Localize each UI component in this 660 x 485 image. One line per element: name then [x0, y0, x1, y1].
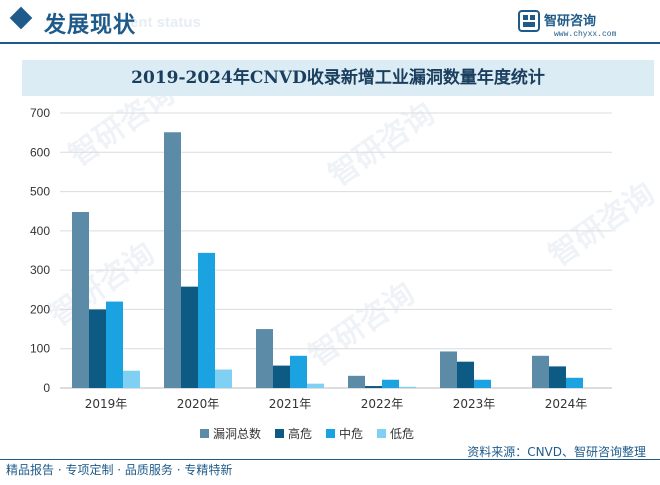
bar-中危-2021年 [290, 355, 307, 388]
legend-item: 漏洞总数 [200, 425, 261, 442]
legend-swatch [377, 428, 387, 438]
bar-中危-2024年 [566, 377, 583, 388]
data-source: 资料来源：CNVD、智研咨询整理 [467, 445, 646, 459]
logo-url: www.chyxx.com [554, 30, 617, 39]
footer-slogan: 精品报告 · 专项定制 · 品质服务 · 专精特新 [6, 463, 233, 477]
legend-item: 低危 [377, 425, 414, 442]
y-tick-label: 400 [30, 224, 50, 238]
bar-高危-2024年 [549, 366, 566, 388]
x-tick-label: 2023年 [453, 397, 496, 411]
bar-中危-2023年 [474, 379, 491, 388]
x-tick-label: 2021年 [269, 397, 312, 411]
logo-icon [518, 10, 540, 32]
legend-label: 低危 [390, 426, 415, 441]
chart-title: 2019-2024年CNVD收录新增工业漏洞数量年度统计 [131, 68, 545, 88]
bar-漏洞总数-2019年 [72, 212, 89, 388]
x-tick-label: 2022年 [361, 397, 404, 411]
legend-swatch [326, 428, 336, 438]
legend-label: 中危 [339, 426, 364, 441]
legend-item: 高危 [275, 425, 312, 442]
header-divider [0, 42, 660, 44]
bar-高危-2022年 [365, 386, 382, 388]
y-tick-label: 100 [30, 342, 50, 356]
page-title: 发展现状 [44, 13, 137, 38]
bar-低危-2019年 [123, 370, 140, 388]
legend-item: 中危 [326, 425, 363, 442]
bar-中危-2020年 [198, 252, 215, 388]
bar-低危-2022年 [399, 386, 416, 388]
bar-漏洞总数-2023年 [440, 351, 457, 388]
legend-swatch [200, 428, 209, 438]
chart-title-band: 2019-2024年CNVD收录新增工业漏洞数量年度统计 [22, 60, 654, 96]
legend-label: 高危 [288, 426, 313, 441]
bar-中危-2019年 [106, 301, 123, 388]
y-tick-label: 500 [30, 185, 50, 199]
y-tick-label: 0 [43, 381, 50, 395]
bar-高危-2020年 [181, 286, 198, 388]
footer-divider [0, 459, 660, 460]
bar-漏洞总数-2022年 [348, 375, 365, 388]
bar-漏洞总数-2024年 [532, 355, 549, 388]
y-tick-label: 600 [30, 145, 50, 159]
y-tick-label: 700 [30, 106, 50, 120]
bar-漏洞总数-2020年 [164, 132, 181, 388]
chart-legend: 漏洞总数 高危 中危 低危 [200, 423, 460, 443]
logo-name: 智研咨询 [544, 14, 597, 29]
x-tick-label: 2019年 [85, 397, 128, 411]
bar-低危-2020年 [215, 369, 232, 388]
x-tick-label: 2024年 [545, 397, 588, 411]
bar-低危-2021年 [307, 383, 324, 388]
y-tick-label: 200 [30, 302, 50, 316]
brand-logo: 智研咨询 www.chyxx.com [518, 8, 648, 40]
header: ent status 发展现状 智研咨询 www.chyxx.com [0, 0, 660, 44]
legend-label: 漏洞总数 [213, 426, 262, 441]
bar-漏洞总数-2021年 [256, 329, 273, 388]
x-tick-label: 2020年 [177, 397, 220, 411]
legend-swatch [275, 428, 285, 438]
bar-高危-2021年 [273, 365, 290, 388]
bar-高危-2019年 [89, 309, 106, 388]
header-subtitle: ent status [130, 14, 201, 31]
bar-高危-2023年 [457, 361, 474, 388]
bar-中危-2022年 [382, 379, 399, 388]
y-tick-label: 300 [30, 263, 50, 277]
